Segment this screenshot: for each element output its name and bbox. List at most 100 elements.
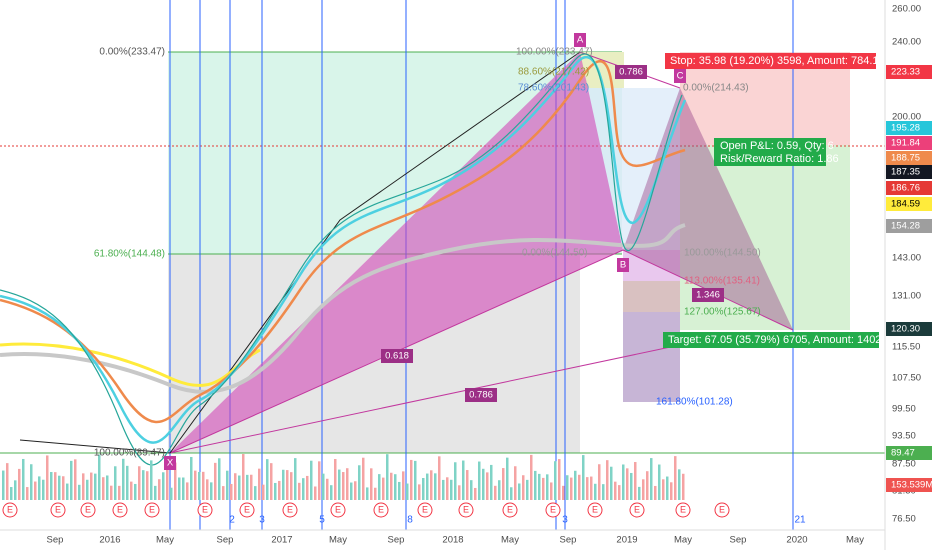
fib-label: 100.00%(144.50) bbox=[684, 248, 761, 259]
volume-bar bbox=[106, 475, 109, 500]
target-text: Target: 67.05 (35.79%) 6705, Amount: 140… bbox=[668, 334, 891, 346]
earnings-icon bbox=[629, 502, 645, 518]
price-badge-label: 186.76 bbox=[891, 183, 920, 194]
volume-bar bbox=[390, 472, 393, 500]
volume-bar bbox=[530, 454, 533, 500]
volume-bar bbox=[518, 483, 521, 500]
volume-bar bbox=[574, 470, 577, 500]
volume-bar bbox=[86, 479, 89, 500]
price-label: 99.50 bbox=[892, 404, 916, 415]
cycle-number: 2 bbox=[229, 515, 235, 526]
fib-label: 100.00%(233.47) bbox=[516, 47, 593, 58]
volume-bar bbox=[318, 461, 321, 500]
price-badge bbox=[886, 478, 932, 492]
trend-line bbox=[19, 51, 581, 454]
earnings-label: E bbox=[680, 504, 686, 514]
volume-bar bbox=[114, 466, 117, 500]
point-label: A bbox=[577, 35, 584, 46]
volume-bar bbox=[138, 466, 141, 500]
volume-bar bbox=[370, 468, 373, 500]
volume-bar bbox=[658, 464, 661, 500]
earnings-icon bbox=[197, 502, 213, 518]
volume-bar bbox=[558, 459, 561, 500]
volume-bar bbox=[594, 483, 597, 500]
fib-label: 0.00%(214.43) bbox=[683, 83, 749, 94]
volume-bar bbox=[462, 460, 465, 500]
earnings-icon bbox=[373, 502, 389, 518]
earnings-label: E bbox=[149, 504, 155, 514]
fib-zone bbox=[623, 250, 680, 281]
volume-bar bbox=[670, 482, 673, 500]
price-label: 260.00 bbox=[892, 4, 921, 15]
volume-bar bbox=[290, 472, 293, 500]
earnings-label: E bbox=[719, 504, 725, 514]
volume-bar bbox=[194, 470, 197, 500]
earnings-icon bbox=[50, 502, 66, 518]
price-label: 131.00 bbox=[892, 291, 921, 302]
volume-bar bbox=[454, 462, 457, 500]
volume-bar bbox=[582, 455, 585, 500]
earnings-icon bbox=[330, 502, 346, 518]
volume-bar bbox=[550, 482, 553, 500]
volume-bar bbox=[414, 460, 417, 500]
volume-bar bbox=[66, 483, 69, 500]
point-label: C bbox=[677, 71, 684, 82]
volume-bar bbox=[262, 484, 265, 500]
volume-bar bbox=[406, 483, 409, 500]
volume-bar bbox=[478, 461, 481, 500]
volume-bar bbox=[210, 482, 213, 500]
volume-bar bbox=[602, 484, 605, 500]
time-label: May bbox=[329, 535, 347, 546]
point-box bbox=[674, 69, 686, 83]
earnings-icon bbox=[2, 502, 18, 518]
volume-bar bbox=[382, 477, 385, 500]
volume-bar bbox=[2, 470, 5, 500]
point-label: X bbox=[167, 458, 174, 469]
earnings-label: E bbox=[634, 504, 640, 514]
volume-bar bbox=[354, 481, 357, 500]
volume-bar bbox=[266, 459, 269, 500]
time-label: Sep bbox=[47, 535, 64, 546]
volume-bar bbox=[422, 478, 425, 500]
price-badge-label: 191.84 bbox=[891, 138, 920, 149]
volume-bar bbox=[494, 485, 497, 500]
volume-bar bbox=[510, 487, 513, 500]
volume-bar bbox=[254, 486, 257, 500]
price-badge-label: 89.47 bbox=[891, 448, 915, 459]
earnings-label: E bbox=[7, 504, 13, 514]
volume-bar bbox=[70, 460, 73, 500]
ratio-label: 0.786 bbox=[619, 67, 643, 78]
volume-bar bbox=[606, 460, 609, 500]
volume-bar bbox=[546, 474, 549, 500]
pnl-text: Open P&L: 0.59, Qty: 6 bbox=[720, 140, 834, 152]
volume-bar bbox=[298, 482, 301, 500]
volume-bar bbox=[186, 482, 189, 500]
volume-bar bbox=[178, 477, 181, 500]
volume-bar bbox=[418, 484, 421, 500]
volume-bar bbox=[82, 473, 85, 500]
volume-bar bbox=[174, 462, 177, 500]
volume-bar bbox=[218, 458, 221, 500]
volume-bar bbox=[534, 470, 537, 500]
volume-bar bbox=[542, 477, 545, 500]
time-label: 2019 bbox=[616, 535, 637, 546]
price-badge-label: 223.33 bbox=[891, 67, 920, 78]
cycle-number: 5 bbox=[319, 515, 325, 526]
price-badge bbox=[886, 165, 932, 179]
volume-bar bbox=[682, 473, 685, 500]
volume-bar bbox=[330, 485, 333, 500]
volume-bar bbox=[326, 478, 329, 500]
volume-bar bbox=[358, 465, 361, 500]
volume-bar bbox=[650, 458, 653, 500]
volume-bar bbox=[642, 479, 645, 500]
volume-bar bbox=[662, 479, 665, 500]
earnings-icon bbox=[458, 502, 474, 518]
volume-bar bbox=[54, 472, 57, 500]
earnings-icon bbox=[144, 502, 160, 518]
volume-bar bbox=[586, 477, 589, 500]
volume-bar bbox=[402, 471, 405, 500]
volume-bar bbox=[398, 481, 401, 500]
volume-bar bbox=[198, 471, 201, 500]
volume-bar bbox=[366, 487, 369, 500]
pattern-xab bbox=[170, 52, 623, 453]
